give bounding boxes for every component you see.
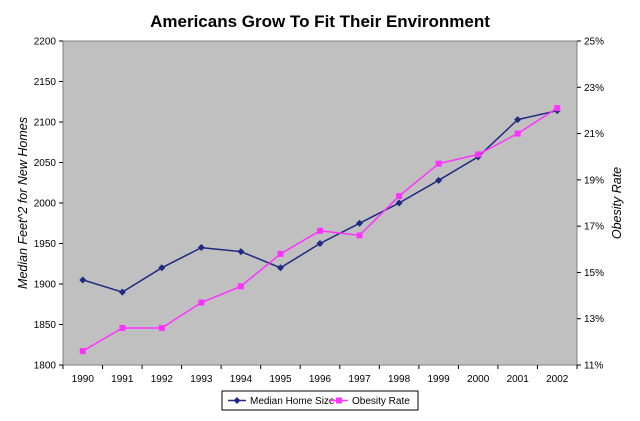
legend-label-2: Obesity Rate: [352, 396, 410, 407]
series-1-point: [435, 176, 443, 184]
series-1-point: [356, 219, 364, 227]
y-right-tick-label: 23%: [584, 83, 604, 94]
series-2-point: [277, 250, 284, 257]
y-right-tick-label: 21%: [584, 129, 604, 140]
y-left-tick-label: 2150: [34, 77, 57, 88]
plot-area: [62, 40, 578, 366]
series-1-point: [118, 288, 126, 296]
y-left-tick-label: 1950: [34, 239, 57, 250]
y-left-tick-label: 1800: [34, 361, 57, 372]
y-left-tick-label: 2200: [34, 37, 57, 48]
series-2-point: [79, 348, 86, 355]
series-1-point: [395, 199, 403, 207]
legend-label-1: Median Home Size: [250, 396, 335, 407]
series-2-point: [317, 227, 323, 234]
series-1-point: [79, 276, 87, 284]
y-right-tick-label: 15%: [584, 268, 604, 279]
x-tick-label: 1995: [269, 374, 292, 385]
series-1-point: [316, 240, 324, 247]
x-tick-label: 2000: [467, 374, 490, 385]
y-left-tick-label: 1850: [34, 320, 57, 331]
markers: [79, 105, 561, 355]
series-1-point: [237, 248, 245, 256]
axes: 1800 1850 1900 1950 2000 2050 2100 2150 2200 11% 1…: [34, 37, 604, 386]
x-tick-label: 2001: [507, 374, 530, 385]
series-1-point: [514, 116, 522, 124]
legend-marker-2: [336, 397, 342, 404]
series-1-point: [276, 264, 284, 272]
x-tick-label: 1999: [427, 374, 450, 385]
series-2-point: [237, 283, 244, 290]
series-2-point: [119, 324, 126, 331]
legend-marker-1: [233, 397, 241, 404]
series-2-point: [198, 299, 205, 306]
series-2-point: [554, 105, 561, 112]
y-left-tick-label: 2000: [34, 199, 57, 210]
x-tick-label: 1990: [72, 374, 95, 385]
y-right-tick-label: 25%: [584, 37, 604, 48]
x-tick-label: 1993: [190, 374, 213, 385]
y-right-tick-label: 13%: [584, 314, 604, 325]
series-2-point: [514, 130, 521, 137]
chart-title: Americans Grow To Fit Their Environment: [150, 12, 490, 31]
y-left-tick-label: 2050: [34, 158, 57, 169]
x-tick-label: 1998: [388, 374, 411, 385]
x-tick-label: 1994: [230, 374, 253, 385]
y-right-tick-label: 17%: [584, 222, 604, 233]
y-right-tick-label: 11%: [584, 361, 603, 372]
x-tick-label: 1992: [151, 374, 174, 385]
legend-box: [221, 390, 419, 411]
y-right-tick-label: 19%: [584, 175, 604, 186]
series-2-point: [475, 151, 482, 158]
legend: Median Home Size Obesity Rate: [221, 390, 419, 411]
y-left-tick-label: 2100: [34, 118, 57, 129]
series-2-point: [435, 160, 442, 167]
y-left-tick-label: 1900: [34, 280, 57, 291]
series-1-point: [158, 264, 166, 272]
x-tick-label: 1996: [309, 374, 332, 385]
series-2-point: [396, 193, 403, 200]
x-tick-label: 1991: [111, 374, 134, 385]
y-axis-right-title: Obesity Rate: [610, 167, 624, 239]
series-1-point: [197, 244, 205, 252]
y-axis-left-title: Median Feet^2 for New Homes: [16, 117, 30, 289]
series-2-point: [356, 232, 363, 239]
x-tick-label: 1997: [348, 374, 371, 385]
x-tick-label: 2002: [546, 374, 569, 385]
series-2-point: [158, 324, 165, 331]
